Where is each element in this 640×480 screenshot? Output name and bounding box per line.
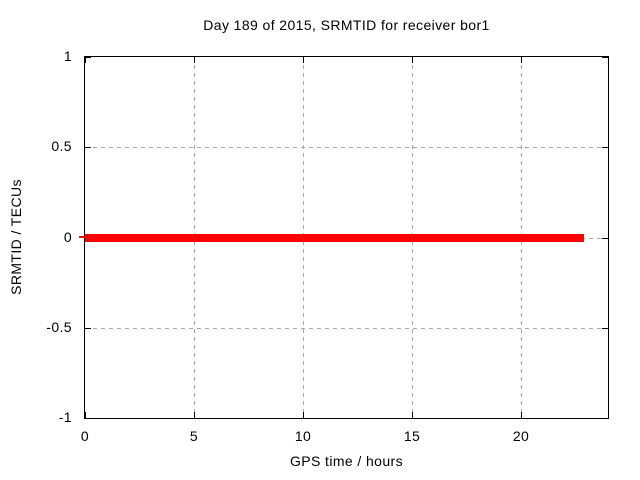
x-tick-mark-mirror	[85, 57, 86, 63]
series-line-overhang	[79, 236, 85, 238]
y-tick-label: -0.5	[46, 319, 72, 335]
y-tick-label: 0.5	[51, 138, 72, 154]
x-tick-label: 0	[80, 428, 90, 444]
x-tick-mark	[412, 412, 413, 418]
y-tick-mark-mirror	[602, 328, 608, 329]
y-tick-mark	[85, 57, 91, 58]
x-tick-mark	[85, 412, 86, 418]
x-tick-mark-mirror	[412, 57, 413, 63]
x-tick-label: 15	[403, 428, 421, 444]
y-tick-mark-mirror	[602, 147, 608, 148]
x-tick-label: 5	[189, 428, 199, 444]
x-tick-mark-mirror	[521, 57, 522, 63]
y-tick-mark-mirror	[602, 418, 608, 419]
y-tick-mark-mirror	[602, 238, 608, 239]
x-tick-mark-mirror	[303, 57, 304, 63]
y-tick-label: -1	[58, 409, 72, 425]
x-axis-label: GPS time / hours	[290, 453, 403, 469]
y-tick-mark	[85, 418, 91, 419]
x-tick-label: 10	[294, 428, 312, 444]
y-tick-mark-mirror	[602, 57, 608, 58]
x-tick-label: 20	[512, 428, 530, 444]
series-line-srmtid	[85, 234, 584, 242]
y-tick-label: 1	[63, 48, 72, 64]
x-tick-mark	[303, 412, 304, 418]
y-tick-label: 0	[63, 229, 72, 245]
y-tick-mark	[85, 328, 91, 329]
grid-line-horizontal	[85, 147, 608, 148]
x-tick-mark	[194, 412, 195, 418]
chart-title: Day 189 of 2015, SRMTID for receiver bor…	[203, 17, 490, 33]
x-tick-mark	[521, 412, 522, 418]
y-tick-mark	[85, 147, 91, 148]
grid-line-horizontal	[85, 328, 608, 329]
plot-area	[84, 56, 609, 419]
x-tick-mark-mirror	[194, 57, 195, 63]
